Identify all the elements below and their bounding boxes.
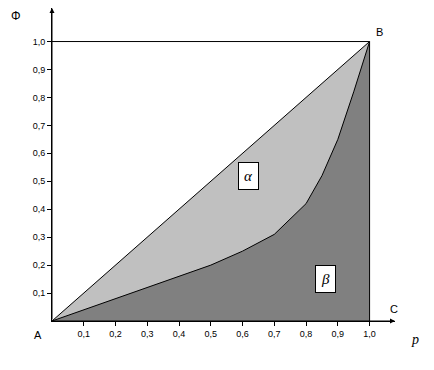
- svg-text:0,6: 0,6: [33, 148, 46, 158]
- svg-text:Φ: Φ: [11, 9, 21, 23]
- svg-text:0,8: 0,8: [33, 93, 46, 103]
- svg-text:0,4: 0,4: [173, 329, 186, 339]
- svg-text:1,0: 1,0: [363, 329, 376, 339]
- svg-text:0,9: 0,9: [332, 329, 345, 339]
- svg-text:0,7: 0,7: [33, 121, 46, 131]
- svg-text:0,7: 0,7: [268, 329, 281, 339]
- svg-text:1,0: 1,0: [33, 37, 46, 47]
- svg-text:0,1: 0,1: [78, 329, 91, 339]
- svg-text:0,3: 0,3: [33, 232, 46, 242]
- svg-text:0,3: 0,3: [141, 329, 154, 339]
- svg-text:0,9: 0,9: [33, 65, 46, 75]
- svg-text:p: p: [411, 332, 419, 347]
- svg-text:0,6: 0,6: [236, 329, 249, 339]
- svg-text:B: B: [376, 26, 383, 38]
- svg-text:0,1: 0,1: [33, 288, 46, 298]
- svg-text:A: A: [34, 329, 42, 341]
- svg-text:0,5: 0,5: [205, 329, 218, 339]
- svg-text:C: C: [390, 303, 398, 315]
- svg-text:α: α: [244, 168, 253, 184]
- svg-text:0,2: 0,2: [33, 260, 46, 270]
- svg-text:0,2: 0,2: [109, 329, 122, 339]
- svg-text:0,8: 0,8: [300, 329, 313, 339]
- svg-text:0,4: 0,4: [33, 204, 46, 214]
- svg-text:0,5: 0,5: [33, 176, 46, 186]
- svg-text:β: β: [321, 271, 330, 287]
